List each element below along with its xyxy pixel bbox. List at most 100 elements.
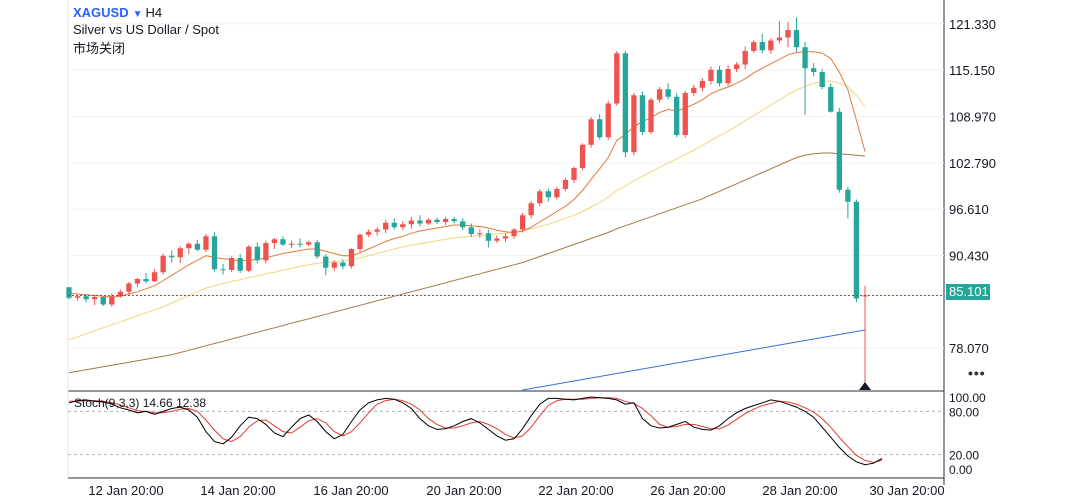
- candle-body: [160, 255, 166, 273]
- candle-body: [254, 246, 260, 261]
- candle-body: [545, 191, 551, 198]
- candle-body: [537, 191, 543, 204]
- candle-body: [682, 93, 688, 135]
- price-axis-label: 90.430: [949, 249, 989, 264]
- candle-body: [117, 291, 124, 297]
- candle-body: [151, 272, 158, 282]
- candle-body: [802, 47, 808, 69]
- candle-body: [699, 81, 706, 88]
- candle-body: [237, 258, 243, 271]
- triangle-down-icon[interactable]: ▼: [132, 9, 143, 20]
- stoch-axis-label: 0.00: [949, 463, 973, 477]
- candle-body: [288, 243, 295, 245]
- candle-body: [733, 64, 740, 69]
- candle-body: [194, 243, 201, 250]
- price-axis-label: 102.790: [949, 156, 996, 171]
- candle-body: [742, 51, 748, 65]
- symbol-header[interactable]: XAGUSD ▼ H4: [73, 5, 162, 20]
- candle-body: [579, 144, 586, 168]
- candle-body: [519, 215, 526, 230]
- candle-body: [477, 233, 483, 235]
- candle-body: [468, 227, 474, 234]
- candle-body: [828, 87, 834, 112]
- price-axis-label: 108.970: [949, 109, 996, 124]
- ellipsis-icon[interactable]: •••: [968, 365, 986, 381]
- candle-body: [408, 220, 415, 225]
- time-axis-label: 26 Jan 20:00: [650, 483, 725, 498]
- candle-body: [810, 68, 817, 72]
- time-axis-label: 16 Jan 20:00: [313, 483, 388, 498]
- candle-body: [177, 248, 183, 258]
- stoch-indicator-label[interactable]: Stoch(9,3,3) 14.66 12.38: [74, 396, 207, 410]
- candle-body: [348, 249, 355, 267]
- candle-body: [143, 279, 149, 282]
- candle-body: [92, 297, 98, 300]
- stoch-d-line: [69, 397, 883, 464]
- candle-body: [66, 287, 72, 298]
- symbol-description: Silver vs US Dollar / Spot: [73, 22, 219, 37]
- time-axis-label: 28 Jan 20:00: [762, 483, 837, 498]
- candle-body: [785, 30, 791, 38]
- last-price-tag: 85.101: [946, 284, 990, 300]
- candle-body: [263, 243, 269, 261]
- candle-body: [751, 42, 757, 51]
- candle-body: [186, 243, 192, 249]
- candle-body: [768, 40, 774, 51]
- candle-body: [597, 119, 603, 138]
- time-axis-label: 14 Jan 20:00: [200, 483, 275, 498]
- ma-fast-line: [68, 51, 866, 298]
- price-axis-label: 96.610: [949, 202, 989, 217]
- time-axis-label: 30 Jan 20:00: [869, 483, 944, 498]
- symbol-name[interactable]: XAGUSD: [73, 5, 129, 20]
- candle-body: [648, 99, 654, 132]
- candle-body: [228, 258, 235, 270]
- stoch-k-line: [68, 396, 883, 466]
- candle-body: [220, 269, 226, 271]
- candle-body: [169, 255, 175, 258]
- candle-body: [562, 180, 569, 189]
- price-axis-label: 78.070: [949, 341, 989, 356]
- candle-body: [271, 239, 278, 243]
- candle-body: [425, 219, 432, 224]
- candle-body: [460, 221, 466, 228]
- candle-body: [691, 87, 697, 93]
- candle-body: [622, 53, 628, 153]
- candle-body: [845, 189, 851, 202]
- candle-body: [605, 103, 611, 138]
- candle-body: [571, 168, 577, 180]
- candle-body: [485, 233, 492, 241]
- candle-body: [126, 283, 132, 292]
- candle-body: [391, 222, 397, 228]
- candle-body: [502, 236, 509, 239]
- time-axis-label: 20 Jan 20:00: [426, 483, 501, 498]
- candle-body: [74, 296, 81, 298]
- candle-body: [297, 243, 303, 245]
- candle-body: [451, 219, 457, 222]
- candle-body: [725, 69, 731, 84]
- ma-mid-line: [68, 80, 866, 341]
- candle-body: [331, 262, 337, 268]
- ma-long-line: [522, 329, 866, 391]
- market-status: 市场关闭: [73, 41, 126, 56]
- candle-body: [434, 219, 440, 222]
- candle-body: [759, 42, 765, 51]
- candle-body: [417, 220, 423, 224]
- candle-body: [83, 296, 89, 300]
- candle-body: [365, 231, 372, 235]
- candle-body: [109, 296, 115, 305]
- candle-body: [614, 53, 620, 104]
- candle-body: [511, 229, 517, 237]
- time-axis-label: 12 Jan 20:00: [88, 483, 163, 498]
- triangle-up-icon: [859, 382, 871, 390]
- time-axis-label: 22 Jan 20:00: [538, 483, 613, 498]
- candle-body: [776, 37, 783, 41]
- candle-body: [357, 234, 363, 249]
- candle-body: [631, 95, 637, 153]
- timeframe-label[interactable]: H4: [145, 5, 163, 20]
- candle-body: [716, 69, 723, 84]
- stoch-axis-label: 100.00: [949, 391, 986, 405]
- candle-body: [819, 72, 825, 87]
- candle-body: [100, 297, 106, 305]
